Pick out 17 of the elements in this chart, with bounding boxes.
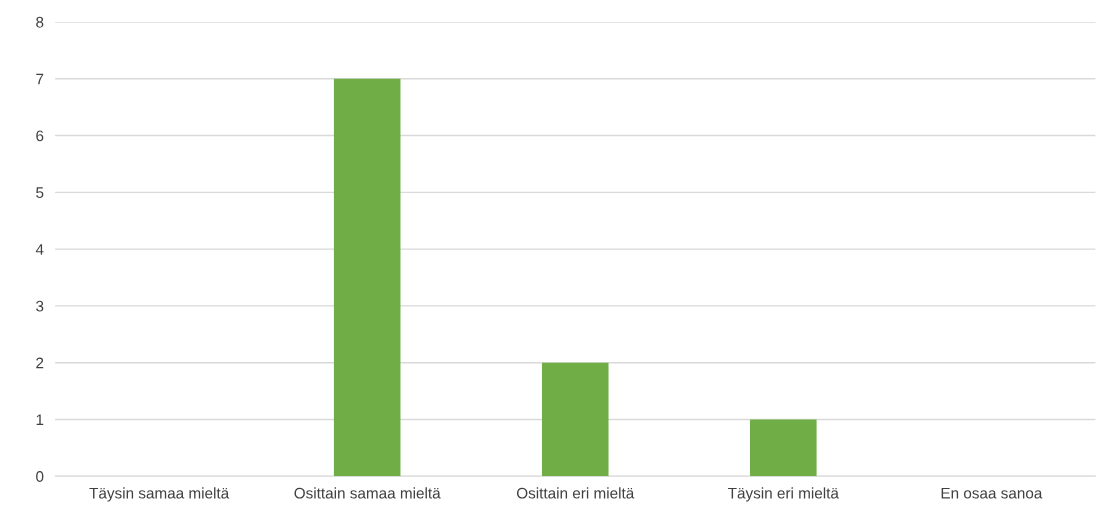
y-tick-label: 6 xyxy=(36,130,44,142)
y-tick-label: 0 xyxy=(36,471,44,482)
y-tick-label: 7 xyxy=(36,73,44,85)
x-tick-label: Täysin eri mieltä xyxy=(728,487,839,502)
bar xyxy=(541,362,609,477)
x-tick-label: En osaa sanoa xyxy=(941,487,1043,499)
y-tick-label: 1 xyxy=(36,414,44,425)
y-tick-label: 4 xyxy=(35,244,44,255)
y-tick-label: 3 xyxy=(36,300,44,312)
bar xyxy=(750,419,817,477)
y-tick-label: 2 xyxy=(36,357,44,369)
x-tick-label: Osittain samaa mieltä xyxy=(294,487,441,499)
y-tick-label: 8 xyxy=(36,16,44,28)
y-tick-label: 5 xyxy=(36,187,44,199)
x-tick-label: Osittain eri mieltä xyxy=(516,487,635,499)
x-tick-label: Täysin samaa mieltä xyxy=(89,487,230,502)
bar xyxy=(333,78,401,477)
